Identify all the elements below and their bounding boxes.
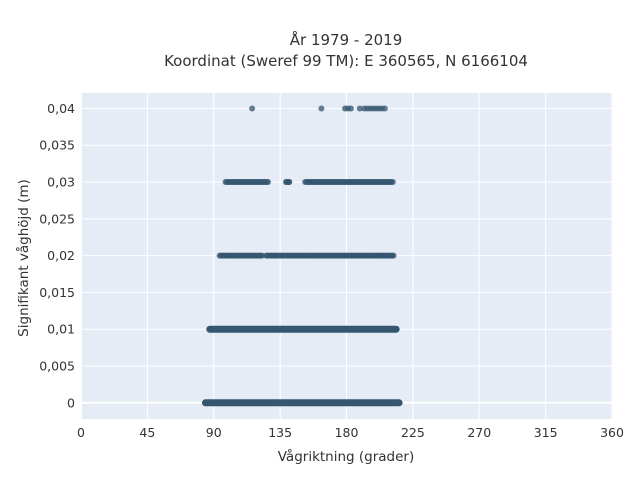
x-tick-label: 360 (600, 425, 624, 440)
x-tick-label: 180 (335, 425, 359, 440)
y-tick-label: 0,01 (47, 322, 75, 337)
data-point (390, 252, 397, 259)
y-axis-ticks: 0 0,005 0,01 0,015 0,02 0,025 0,03 0,035 0,04 (39, 101, 75, 410)
data-point-band (201, 399, 403, 407)
y-tick-label: 0,02 (47, 248, 75, 263)
chart-title-line1: År 1979 - 2019 (290, 30, 403, 49)
x-tick-label: 90 (206, 425, 222, 440)
data-point (285, 179, 292, 186)
y-tick-label: 0,025 (39, 211, 75, 226)
x-tick-label: 45 (139, 425, 155, 440)
data-point (249, 105, 256, 112)
data-point (381, 105, 388, 112)
y-tick-label: 0,035 (39, 138, 75, 153)
data-point (347, 105, 354, 112)
y-axis-title: Signifikant våghöjd (m) (15, 179, 32, 337)
data-point (356, 105, 363, 112)
x-axis-ticks: 0 45 90 135 180 225 270 315 360 (77, 425, 624, 440)
data-point (318, 105, 325, 112)
y-tick-label: 0,005 (39, 359, 75, 374)
y-tick-label: 0,015 (39, 285, 75, 300)
data-point (265, 179, 272, 186)
data-point-band (206, 325, 400, 333)
x-tick-label: 315 (534, 425, 558, 440)
x-tick-label: 135 (268, 425, 292, 440)
y-tick-label: 0 (67, 395, 75, 410)
data-point (389, 179, 396, 186)
x-axis-title: Vågriktning (grader) (278, 448, 415, 465)
y-tick-label: 0,03 (47, 175, 75, 190)
x-tick-label: 225 (401, 425, 425, 440)
y-tick-label: 0,04 (47, 101, 75, 116)
chart-title-line2: Koordinat (Sweref 99 TM): E 360565, N 61… (164, 52, 528, 70)
x-tick-label: 270 (467, 425, 491, 440)
data-points (201, 105, 403, 407)
x-tick-label: 0 (77, 425, 85, 440)
